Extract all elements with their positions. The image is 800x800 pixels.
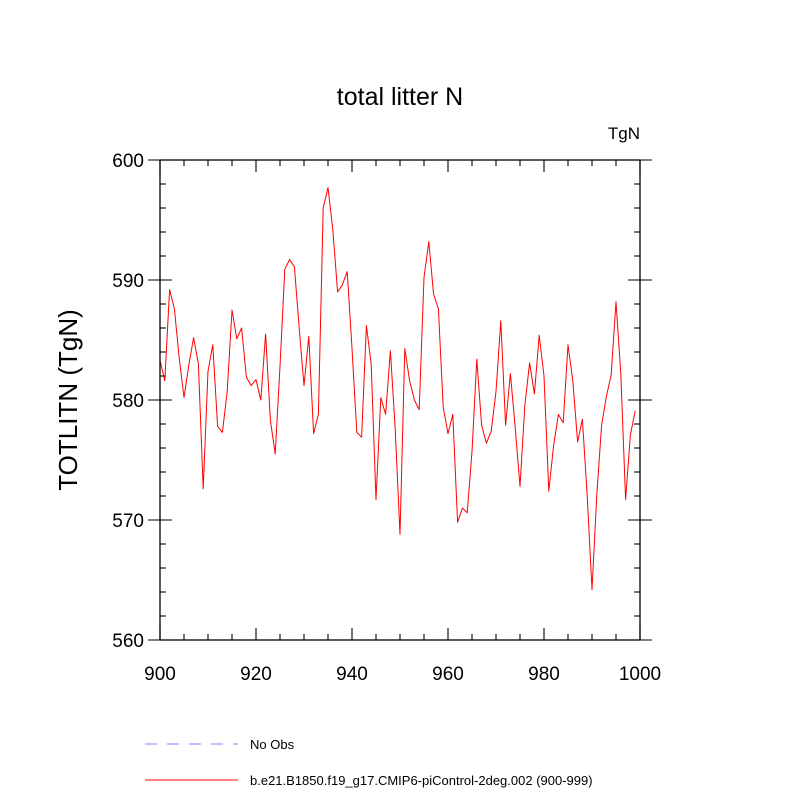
y-tick-label: 600 [112,151,144,172]
y-tick-label: 570 [112,511,144,532]
y-tick-labels: 560 570 580 590 600 [112,151,144,652]
y-tick-label: 590 [112,271,144,292]
legend-label: b.e21.B1850.f19_g17.CMIP6-piControl-2deg… [250,773,593,788]
y-tick-label: 580 [112,391,144,412]
legend: No Obs b.e21.B1850.f19_g17.CMIP6-piContro… [145,737,593,788]
x-tick-label: 980 [528,664,560,685]
legend-label: No Obs [250,737,295,752]
chart-title: total litter N [337,83,463,111]
x-tick-label: 1000 [619,664,661,685]
x-tick-label: 920 [240,664,272,685]
series-line [159,187,636,591]
plot-frame [159,159,641,641]
series-layer [159,187,636,591]
x-tick-label: 960 [432,664,464,685]
x-tick-label: 940 [336,664,368,685]
axis-ticks [148,159,652,641]
y-axis-label: TOTLITN (TgN) [53,309,83,491]
x-tick-label: 900 [144,664,176,685]
y-tick-label: 560 [112,631,144,652]
x-tick-labels: 900 920 940 960 980 1000 [144,664,661,685]
units-label: TgN [608,124,640,143]
